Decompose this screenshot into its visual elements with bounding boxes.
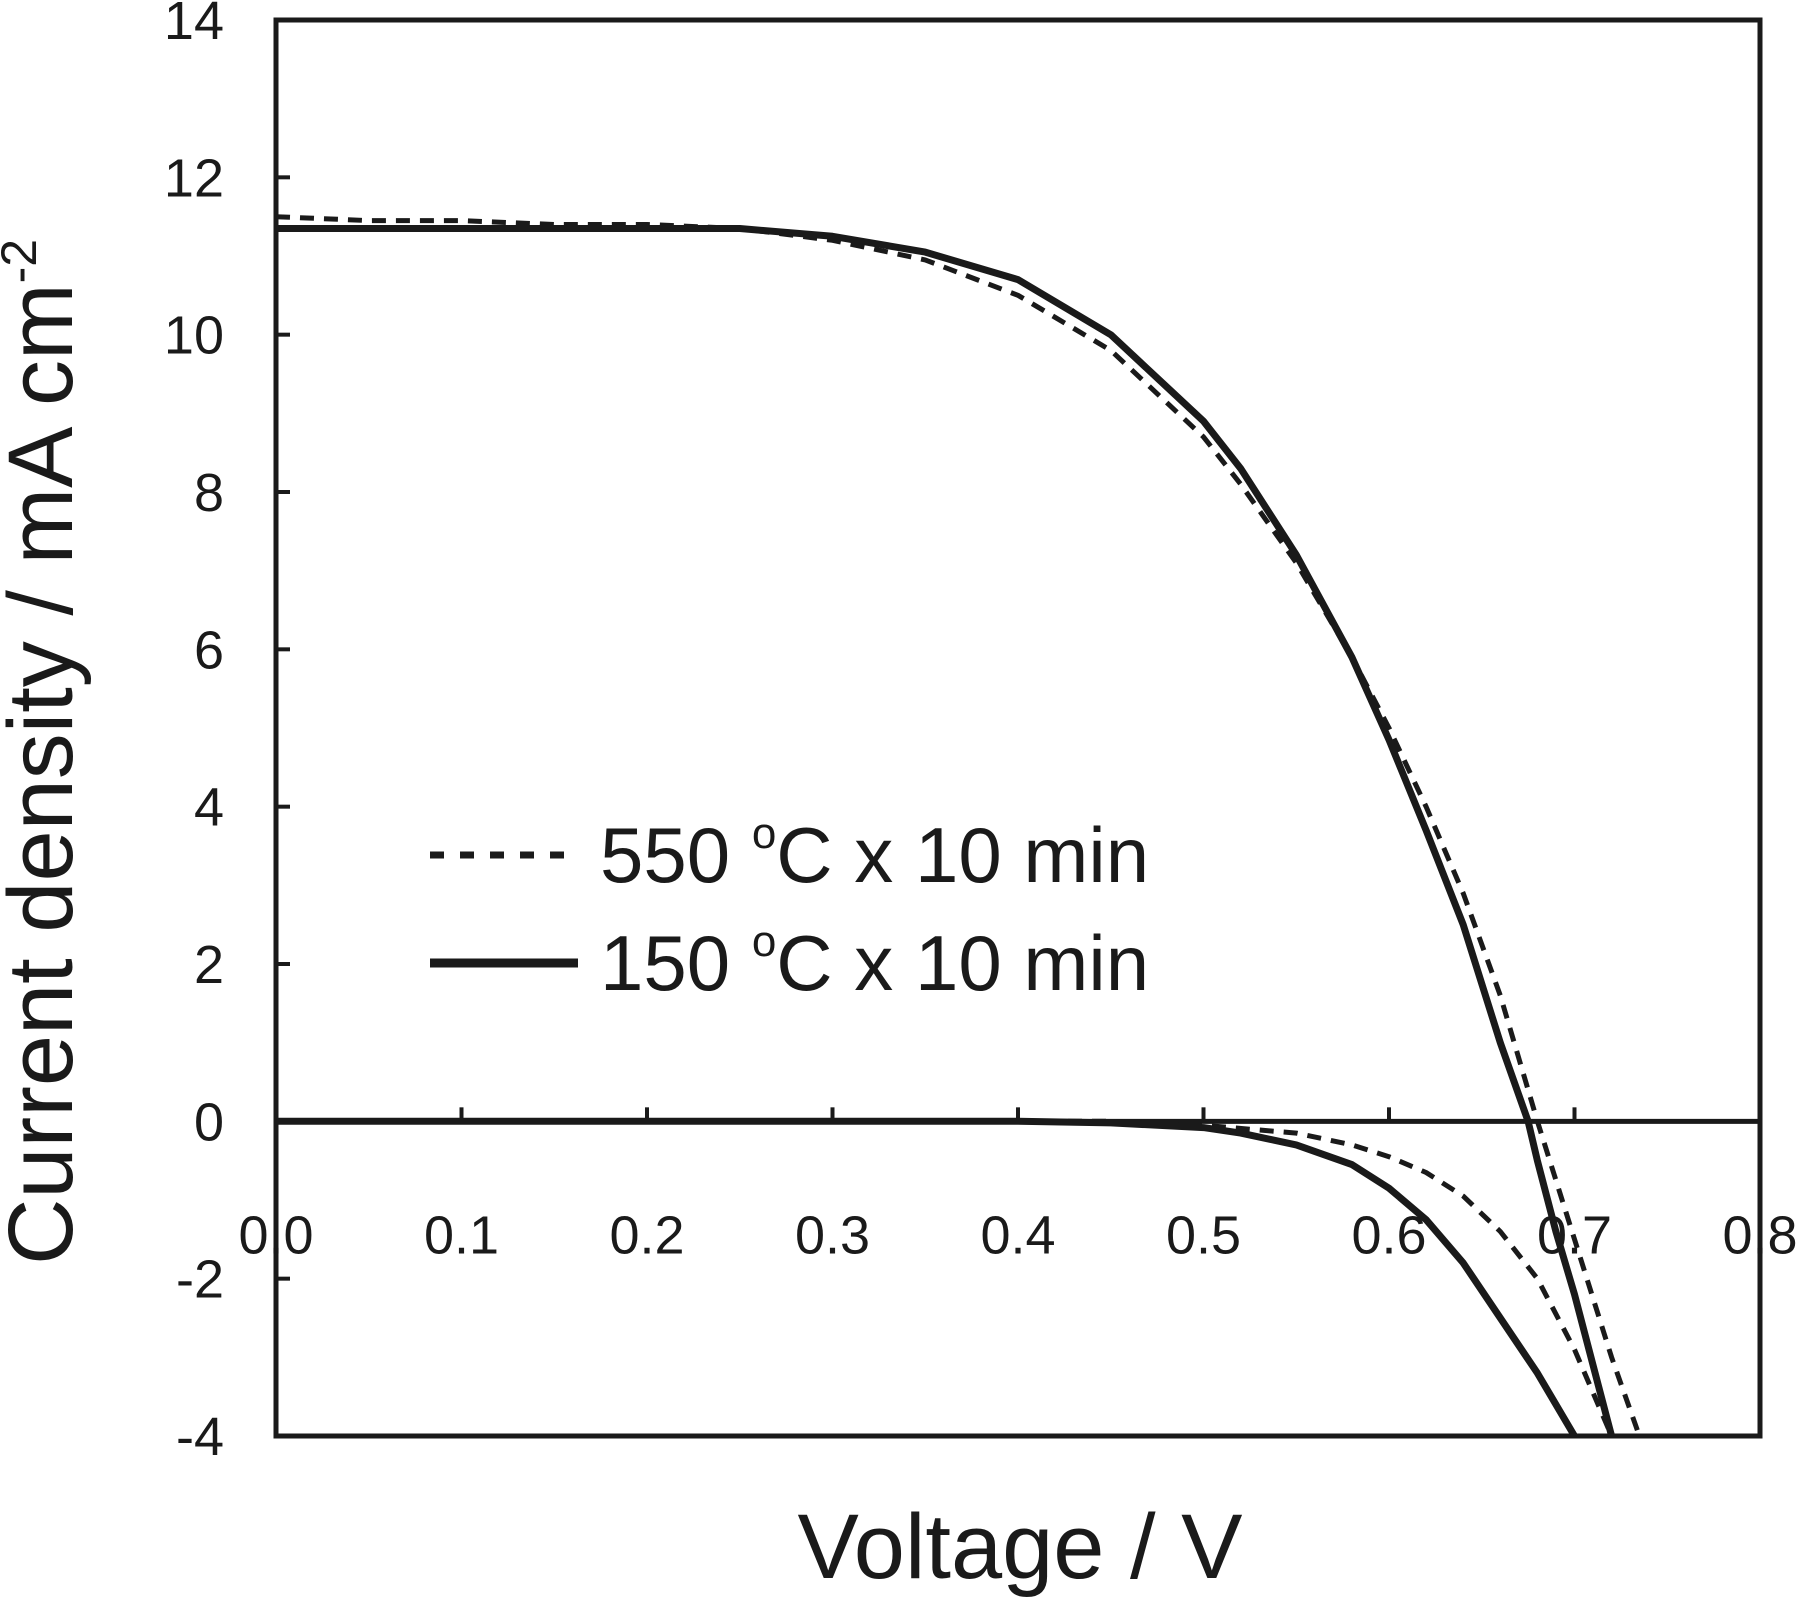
x-tick-label: 0.2 xyxy=(609,1205,684,1265)
plot-frame xyxy=(273,17,1763,1439)
x-axis-title: Voltage / V xyxy=(798,1496,1243,1598)
series-150-light-curve xyxy=(276,225,1615,1436)
x-tick-label: 0.1 xyxy=(424,1205,499,1265)
x-tick-label: 0.5 xyxy=(1166,1205,1241,1265)
y-tick-label: 6 xyxy=(194,620,224,680)
y-tick-label: -4 xyxy=(176,1407,224,1467)
series-150-dark-curve xyxy=(276,1117,1578,1436)
y-tick-label: -2 xyxy=(176,1250,224,1310)
x-tick-label: 0.0 xyxy=(238,1205,313,1265)
y-tick-label: 12 xyxy=(164,148,224,208)
series-group xyxy=(276,214,1642,1436)
series-550-dark-curve xyxy=(276,1118,1614,1436)
x-tick-label: 0.6 xyxy=(1351,1205,1426,1265)
y-tick-label: 4 xyxy=(194,778,224,838)
legend-label-550: 550 oC x 10 min xyxy=(600,809,1149,899)
x-ticks: 0.0 0.1 0.2 0.3 0.4 0.5 0.6 0.7 0.8 xyxy=(238,1107,1798,1265)
y-tick-label: 0 xyxy=(194,1092,224,1152)
y-tick-label: 10 xyxy=(164,306,224,366)
y-tick-label: 14 xyxy=(164,0,224,51)
legend: 550 oC x 10 min 150 oC x 10 min xyxy=(430,809,1149,1007)
series-550-light-curve xyxy=(276,214,1642,1436)
x-tick-label: 0.4 xyxy=(980,1205,1055,1265)
y-tick-label: 2 xyxy=(194,935,224,995)
y-axis-title: Current density / mA cm-2 xyxy=(0,239,92,1265)
y-tick-label: 8 xyxy=(194,463,224,523)
x-tick-label: 0.3 xyxy=(795,1205,870,1265)
x-tick-label: 0.8 xyxy=(1722,1205,1797,1265)
legend-label-150: 150 oC x 10 min xyxy=(600,917,1149,1007)
